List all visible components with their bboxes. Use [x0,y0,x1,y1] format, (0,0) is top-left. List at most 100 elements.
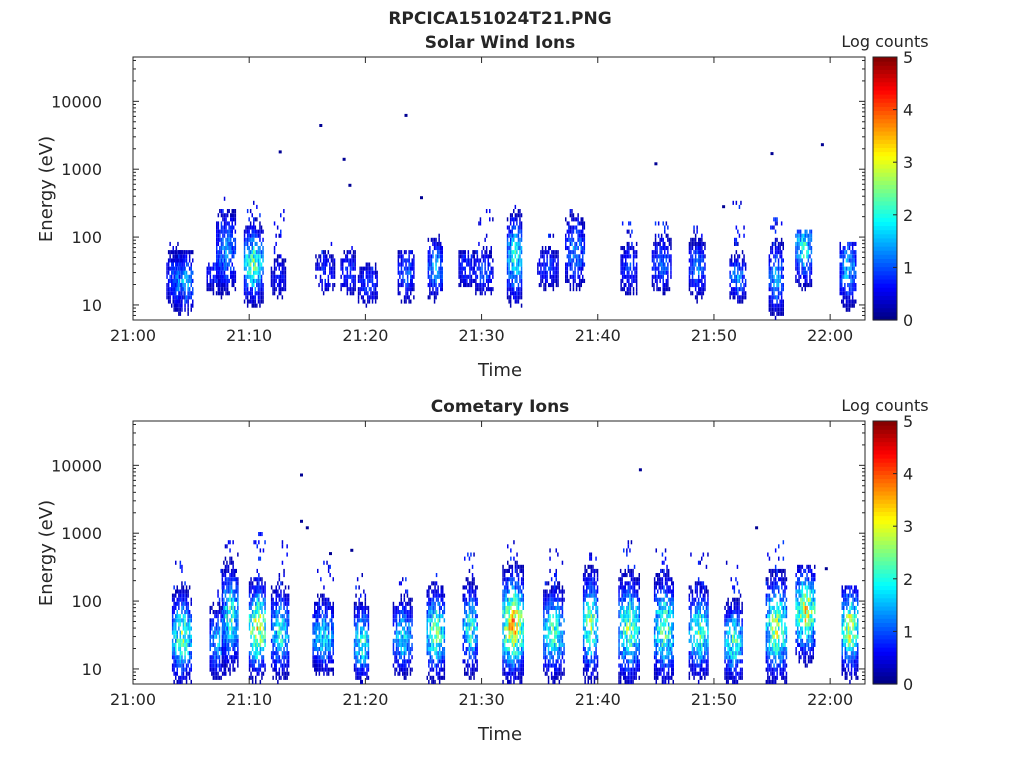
spectrogram-cell [259,225,261,230]
spectrogram-cell [234,287,237,292]
colorbar-segment [873,143,897,149]
spectrogram-cell [324,663,327,668]
spectrogram-cell [226,585,228,590]
spectrogram-cell [505,659,507,664]
spectrogram-cell [284,597,287,602]
spectrogram-cell [275,630,277,635]
spectrogram-cell [513,287,515,292]
spectrogram-cell [780,311,783,316]
spectrogram-cell [768,270,771,275]
spectrogram-cell [234,274,237,279]
spectrogram-cell [538,258,541,263]
spectrogram-cell [270,283,273,288]
spectrogram-cell [274,630,276,635]
spectrogram-cell [227,581,230,586]
spectrogram-cell [365,266,368,271]
spectrogram-cell [175,605,177,610]
spectrogram-cell [273,262,276,267]
spectrogram-cell [253,270,255,275]
spectrogram-cell [578,274,581,279]
spectrogram-cell [519,295,521,300]
spectrogram-cell [261,610,263,615]
spectrogram-cell [237,605,239,610]
spectrogram-cell [234,577,236,582]
spectrogram-cell [187,634,189,639]
spectrogram-cell [774,266,777,271]
spectrogram-cell [181,299,183,304]
spectrogram-cell [571,213,573,218]
spectrogram-cell [464,250,466,255]
spectrogram-cell [278,262,280,267]
spectrogram-cell [427,283,430,288]
cometary-colorbar-label: Log counts [841,396,928,415]
spectrogram-cell [699,246,701,251]
spectrogram-cell [346,283,349,288]
spectrogram-cell [771,246,774,251]
spectrogram-cell [429,258,431,263]
spectrogram-cell [223,638,225,643]
spectrogram-cell [232,597,234,602]
spectrogram-cell [841,250,843,255]
spectrogram-cell [248,270,250,275]
spectrogram-cell [405,605,407,610]
spectrogram-cell [352,291,355,296]
spectrogram-cell [470,262,473,267]
spectrogram-cell [224,581,227,586]
spectrogram-cell [248,237,250,242]
spectrogram-cell [465,622,468,627]
spectrogram-cell [261,655,263,660]
spectrogram-cell [283,283,285,288]
spectrogram-cell [323,642,325,647]
spectrogram-cell [176,671,178,676]
spectrogram-cell [222,266,224,271]
spectrogram-cell [440,663,442,668]
spectrogram-cell [333,258,336,263]
spectrogram-cell [331,655,333,660]
spectrogram-cell [181,618,183,623]
spectrogram-cell [625,283,627,288]
spectrogram-cell [514,291,517,296]
spectrogram-cell [220,663,222,668]
spectrogram-cell [376,295,378,300]
spectrogram-cell [286,618,288,623]
spectrogram-cell [657,262,660,267]
spectrogram-cell [437,593,439,598]
spectrogram-cell [333,274,336,279]
colorbar-segment [873,159,897,165]
spectrogram-cell [430,237,433,242]
spectrogram-cell [185,647,188,652]
spectrogram-cell [219,237,221,242]
spectrogram-cell [253,614,255,619]
spectrogram-cell [229,647,231,652]
spectrogram-cell [237,597,239,602]
spectrogram-cell [768,307,771,312]
spectrogram-cell [780,283,783,288]
spectrogram-cell [206,278,208,283]
spectrogram-cell [259,663,262,668]
spectrogram-cell [629,254,632,259]
spectrogram-cell [470,552,472,557]
spectrogram-cell [228,246,230,251]
spectrogram-cell [272,589,274,594]
spectrogram-cell [278,667,281,672]
spectrogram-cell [324,270,326,275]
spectrogram-cell [735,225,738,230]
spectrogram-cell [437,675,439,680]
sparse-point [770,152,774,156]
spectrogram-cell [651,283,654,288]
spectrogram-cell [331,626,333,631]
spectrogram-cell [431,618,433,623]
spectrogram-cell [171,647,174,652]
spectrogram-cell [323,585,325,590]
spectrogram-cell [190,601,192,606]
spectrogram-cell [342,266,344,271]
spectrogram-cell [185,675,188,680]
spectrogram-cell [777,250,780,255]
spectrogram-cell [436,270,439,275]
spectrogram-cell [443,634,446,639]
spectrogram-cell [262,634,265,639]
spectrogram-cell [248,262,250,267]
spectrogram-cell [651,258,654,263]
spectrogram-cell [435,274,437,279]
spectrogram-cell [234,209,237,214]
